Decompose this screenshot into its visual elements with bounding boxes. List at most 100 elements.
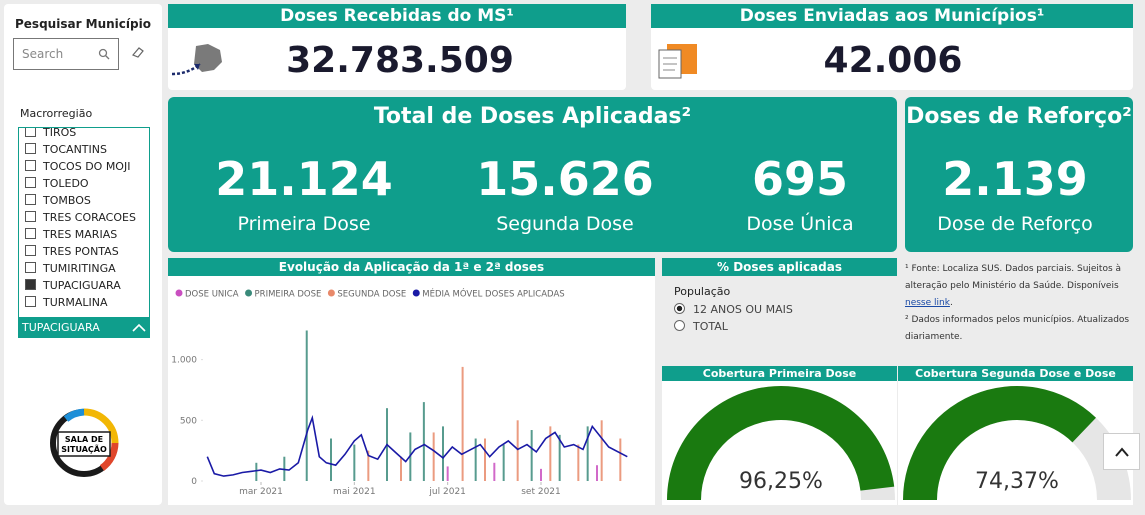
checkbox <box>25 194 36 205</box>
bar <box>446 466 449 481</box>
bar <box>502 444 505 481</box>
booster-value: 2.139 <box>942 152 1088 206</box>
legend-label: DOSE UNICA <box>185 290 239 300</box>
list-item-label: TUPACIGUARA <box>43 279 121 292</box>
bar <box>619 438 622 481</box>
search-box[interactable]: Search <box>13 38 119 70</box>
bar <box>577 444 580 481</box>
bar <box>305 330 308 481</box>
checkbox <box>25 228 36 239</box>
footnote: ² Dados informados pelos municípios. Atu… <box>905 315 1130 342</box>
chevron-up <box>1115 447 1129 457</box>
x-tick-label: mai 2021 <box>333 487 376 497</box>
bar <box>400 456 402 481</box>
gauge-value: 74,37% <box>975 469 1059 494</box>
gauge: 74,37% <box>903 385 1131 500</box>
filter-panel: % Doses aplicadas População 12 ANOS OU M… <box>662 258 897 358</box>
bar <box>255 462 258 481</box>
list-item[interactable]: TIROS <box>25 127 77 141</box>
checkbox <box>25 279 36 290</box>
chart-panel: Evolução da Aplicação da 1ª e 2ª doses D… <box>168 258 655 505</box>
gauge-arc <box>903 385 1096 500</box>
applied-value: 21.124 <box>215 152 393 206</box>
gauge-title: Cobertura Segunda Dose e Dose Única <box>898 366 1133 395</box>
list-item[interactable]: TRES PONTAS <box>25 243 119 260</box>
list-item[interactable]: TURMALINA <box>25 294 108 311</box>
bar <box>493 462 496 481</box>
booster-label: Dose de Reforço <box>937 213 1093 235</box>
gauge: 96,25% <box>667 385 895 500</box>
chart-title: Evolução da Aplicação da 1ª e 2ª doses <box>168 258 655 276</box>
line-chart: DOSE UNICA PRIMEIRA DOSE SEGUNDA DOSE MÉDIA… <box>171 288 628 497</box>
legend-label: SEGUNDA DOSE <box>337 290 406 300</box>
filter-title: % Doses aplicadas <box>662 258 897 276</box>
y-tick-label: 500 <box>180 416 197 426</box>
list-item-label: TOLEDO <box>43 177 89 190</box>
eraser-icon[interactable] <box>131 46 145 58</box>
line <box>206 414 628 477</box>
checkbox <box>25 245 36 256</box>
y-tick-label: 1.000 <box>171 356 197 366</box>
search-icon <box>98 48 110 60</box>
filter-label: Macrorregião <box>20 107 93 120</box>
list-item[interactable]: TUMIRITINGA <box>25 260 116 277</box>
list-item[interactable]: TOCANTINS <box>25 141 107 158</box>
checkbox <box>25 211 36 222</box>
list-item-label: TOCOS DO MOJI <box>43 160 131 173</box>
radio-option[interactable]: 12 ANOS OU MAIS <box>674 303 793 316</box>
bar <box>596 465 598 481</box>
radio-option[interactable]: TOTAL <box>674 320 728 333</box>
box-icon <box>658 44 697 79</box>
list-item[interactable]: TUPACIGUARA <box>25 277 121 294</box>
bar <box>422 402 425 481</box>
kpi-value: 32.783.509 <box>286 40 514 81</box>
list-item-label: TRES CORACOES <box>43 211 136 224</box>
x-tick-label: set 2021 <box>521 487 561 497</box>
kpi-title: Doses Recebidas do MS¹ <box>168 4 626 28</box>
gauge-value: 96,25% <box>739 469 823 494</box>
bar <box>474 438 477 481</box>
applied-label: Segunda Dose <box>496 213 634 235</box>
checkbox <box>25 128 36 137</box>
list-item-label: TIROS <box>43 127 77 139</box>
legend-marker <box>245 289 253 297</box>
gauge-arc <box>667 385 895 500</box>
radio <box>674 320 685 331</box>
x-tick-label: mar 2021 <box>239 487 283 497</box>
scroll-top-button[interactable] <box>1103 433 1140 470</box>
checkbox <box>25 296 36 307</box>
list-item[interactable]: TRES CORACOES <box>25 209 136 226</box>
y-tick-label: 0 <box>191 477 197 487</box>
applied-title: Total de Doses Aplicadas² <box>373 104 692 129</box>
dropdown-value: TUPACIGUARA <box>22 321 100 334</box>
list-item[interactable]: TOMBOS <box>25 192 91 209</box>
legend-label: MÉDIA MÓVEL DOSES APLICADAS <box>422 288 564 300</box>
footnote-link[interactable]: nesse link <box>905 298 950 308</box>
kpi-card: Doses Enviadas aos Municípios¹ 42.006 <box>651 4 1133 90</box>
list-item[interactable]: TOLEDO <box>25 175 89 192</box>
dropdown-header[interactable]: TUPACIGUARA <box>18 318 150 338</box>
bar <box>432 432 435 481</box>
list-item[interactable]: TRES MARIAS <box>25 226 117 243</box>
sidebar-title: Pesquisar Município <box>15 17 151 31</box>
booster-card: Doses de Reforço² 2.139 Dose de Reforço <box>905 97 1133 252</box>
municipio-list: TIROS TOCANTINS TOCOS DO MOJI TOLEDO TOMBOS T… <box>18 127 150 318</box>
logo-text: SITUAÇÃO <box>61 444 107 454</box>
list-item[interactable]: TOCOS DO MOJI <box>25 158 130 175</box>
applied-card: Total de Doses Aplicadas² 21.124 Primeira… <box>168 97 897 252</box>
x-tick-label: jul 2021 <box>428 487 465 497</box>
bar <box>461 366 464 481</box>
radio-label: TOTAL <box>693 320 728 333</box>
bar <box>484 438 486 481</box>
list-item-label: TOCANTINS <box>43 143 107 156</box>
legend-marker <box>327 289 335 297</box>
bar <box>367 450 370 481</box>
sidebar: Pesquisar Município Search Macrorregião … <box>4 4 162 505</box>
bar <box>558 434 561 481</box>
footnotes: ¹ Fonte: Localiza SUS. Dados parciais. S… <box>905 261 1133 346</box>
checkbox <box>25 177 36 188</box>
checkbox <box>25 160 36 171</box>
applied-value: 695 <box>751 152 849 206</box>
bar <box>516 420 519 481</box>
